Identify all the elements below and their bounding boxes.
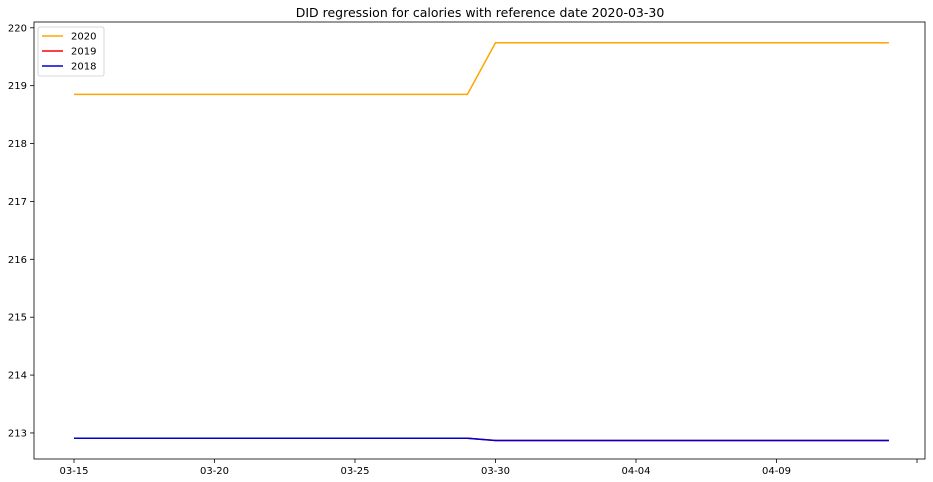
legend: 2020 2019 2018 [37,26,105,77]
chart-title: DID regression for calories with referen… [296,5,665,20]
x-tick-label: 03-15 [59,466,88,477]
x-tick-label: 03-20 [200,466,229,477]
x-tick-label: 04-04 [621,466,650,477]
plot-lines [74,42,889,442]
y-tick-label: 220 [8,23,27,34]
y-tick-label: 219 [8,81,27,92]
x-tick-label: 03-25 [340,466,369,477]
y-tick-label: 213 [8,428,27,439]
x-tick-label: 04-09 [762,466,791,477]
plot-frame [33,21,926,460]
y-axis: 213 214 215 216 217 218 219 220 [8,23,34,439]
y-tick-label: 216 [8,255,27,266]
legend-label-2019: 2019 [71,47,96,58]
y-tick-label: 218 [8,139,27,150]
y-tick-label: 215 [8,313,27,324]
y-tick-label: 217 [8,197,27,208]
series-line-2018 [74,437,889,442]
series-line-2020 [74,42,889,96]
legend-label-2018: 2018 [71,62,96,73]
legend-box [37,26,105,77]
y-tick-label: 214 [8,371,27,382]
legend-label-2020: 2020 [71,32,96,43]
x-axis: 03-15 03-20 03-25 03-30 04-04 04-09 [59,459,918,477]
x-tick-label: 03-30 [481,466,510,477]
